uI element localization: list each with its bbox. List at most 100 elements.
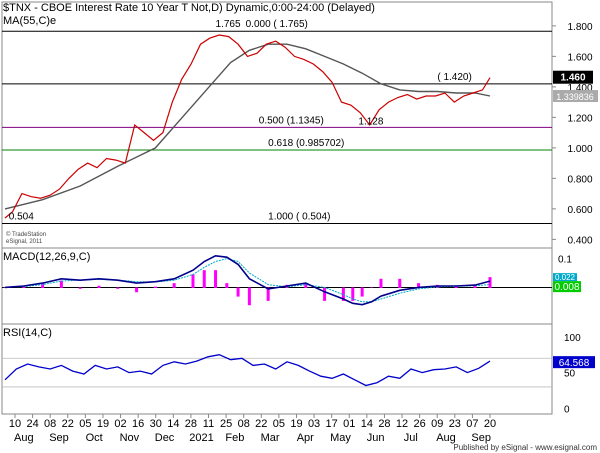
macd-line	[4, 254, 491, 306]
macd-hist-bar	[59, 280, 63, 288]
rsi-title: RSI(14,C)	[3, 327, 52, 339]
macd-hist-bar	[473, 285, 477, 288]
xtick-15: 05	[273, 418, 285, 430]
macd-hist-bar	[398, 278, 402, 288]
macd-ytick-0: 0.1	[558, 255, 572, 266]
x-axis-ticks: 10 24 08 22 05 19 02 16 30 14 28 11 25 08 22 05 19 03 17 01…	[9, 414, 496, 444]
macd-tag2: 0.022	[555, 273, 576, 282]
macd-hist-bar	[247, 287, 251, 306]
month-11: Jul	[404, 432, 418, 444]
macd-hist-bar	[370, 287, 374, 288]
xtick-20: 14	[361, 418, 373, 430]
xtick-9: 14	[167, 418, 179, 430]
rsi-group: 100 50 0 64.568	[2, 333, 595, 415]
xtick-22: 12	[396, 418, 408, 430]
macd-hist-bar	[116, 287, 120, 289]
macd-hist-bar	[323, 287, 327, 301]
macd-tag2-bg	[553, 273, 577, 282]
xtick-6: 02	[114, 418, 126, 430]
month-4: Dec	[155, 432, 175, 444]
xtick-26: 07	[466, 418, 478, 430]
y-axis-ticks: 1.800 1.600 1.400 1.200 1.000 0.800 0.600 0.400…	[552, 22, 598, 246]
rsi-panel-frame	[1, 323, 553, 415]
price-ytick-1: 1.600	[567, 52, 592, 63]
macd-hist-bar	[351, 287, 355, 301]
last-tag-bg	[553, 90, 598, 103]
month-13: Sep	[471, 432, 491, 444]
annotation-1: 0.000 ( 1.765)	[246, 19, 308, 30]
macd-hist-bar	[488, 277, 492, 288]
watermark-line1: © TradeStation	[6, 231, 46, 238]
xtick-10: 28	[185, 418, 197, 430]
month-2: Oct	[86, 432, 103, 444]
ma-line	[4, 43, 491, 210]
xtick-18: 17	[326, 418, 338, 430]
macd-hist-bar	[172, 283, 176, 288]
month-8: Apr	[297, 432, 314, 444]
month-6: Feb	[225, 432, 244, 444]
price-tag-bg	[553, 70, 593, 84]
annotation-3: 0.618 (0.985702)	[268, 138, 344, 149]
price-line-group	[4, 34, 491, 219]
macd-tag: 0.008	[554, 282, 579, 293]
macd-hist-bar	[417, 283, 421, 288]
macd-hist-bar	[225, 283, 229, 288]
annotation-7: ( 1.420)	[437, 72, 471, 83]
month-10: Jun	[367, 432, 385, 444]
month-5: 2021	[189, 432, 213, 444]
price-line	[4, 34, 491, 219]
ma-line-group	[4, 43, 491, 210]
xtick-27: 20	[484, 418, 496, 430]
xtick-7: 16	[132, 418, 144, 430]
month-1: Sep	[49, 432, 69, 444]
price-ytick-6: 0.600	[567, 205, 592, 216]
xtick-13: 08	[238, 418, 250, 430]
xtick-4: 05	[79, 418, 91, 430]
macd-hist-bar	[153, 286, 157, 288]
price-ytick-7: 0.400	[567, 235, 592, 246]
macd-hist-bar	[236, 287, 240, 297]
macd-hist-bar	[266, 287, 270, 301]
xtick-19: 01	[343, 418, 355, 430]
xtick-21: 28	[378, 418, 390, 430]
xtick-24: 09	[431, 418, 443, 430]
rsi-line	[4, 354, 491, 387]
rsi-tag: 64.568	[559, 358, 590, 369]
macd-tag-bg	[553, 281, 581, 293]
macd-hist-bar	[454, 286, 458, 288]
macd-hist-bar	[202, 270, 206, 288]
xtick-2: 08	[44, 418, 56, 430]
chart-title: $TNX - CBOE Interest Rate 10 Year T Not,…	[3, 2, 375, 14]
price-ytick-0: 1.800	[567, 22, 592, 33]
month-12: Aug	[436, 432, 456, 444]
macd-hist-bar	[304, 283, 308, 288]
price-tag: 1.460	[560, 73, 585, 84]
annotation-0: 1.765	[216, 19, 241, 30]
rsi-ytick-0: 100	[564, 333, 581, 344]
month-0: Aug	[14, 432, 34, 444]
xtick-5: 19	[97, 418, 109, 430]
xtick-8: 30	[150, 418, 162, 430]
annotation-6: 0.504	[9, 212, 34, 223]
xtick-25: 23	[449, 418, 461, 430]
xtick-0: 10	[9, 418, 21, 430]
macd-hist-bar	[341, 287, 345, 301]
rsi-ytick-1: 50	[564, 369, 576, 380]
annotation-4: 1.000 ( 0.504)	[268, 212, 330, 223]
rsi-tag-bg	[553, 356, 595, 369]
macd-hist-bar	[379, 278, 383, 288]
macd-hist-bar	[41, 283, 45, 288]
macd-hist-bar	[214, 270, 218, 288]
price-ytick-3: 1.200	[567, 113, 592, 124]
xtick-17: 03	[308, 418, 320, 430]
macd-title: MACD(12,26,9,C)	[3, 251, 90, 263]
macd-hist-bar	[78, 287, 82, 289]
xtick-1: 24	[26, 418, 38, 430]
price-ytick-4: 1.000	[567, 144, 592, 155]
annotation-2: 0.500 (1.1345)	[259, 115, 324, 126]
xtick-23: 26	[414, 418, 426, 430]
rsi-ytick-2: 0	[564, 404, 570, 415]
month-9: May	[330, 432, 351, 444]
